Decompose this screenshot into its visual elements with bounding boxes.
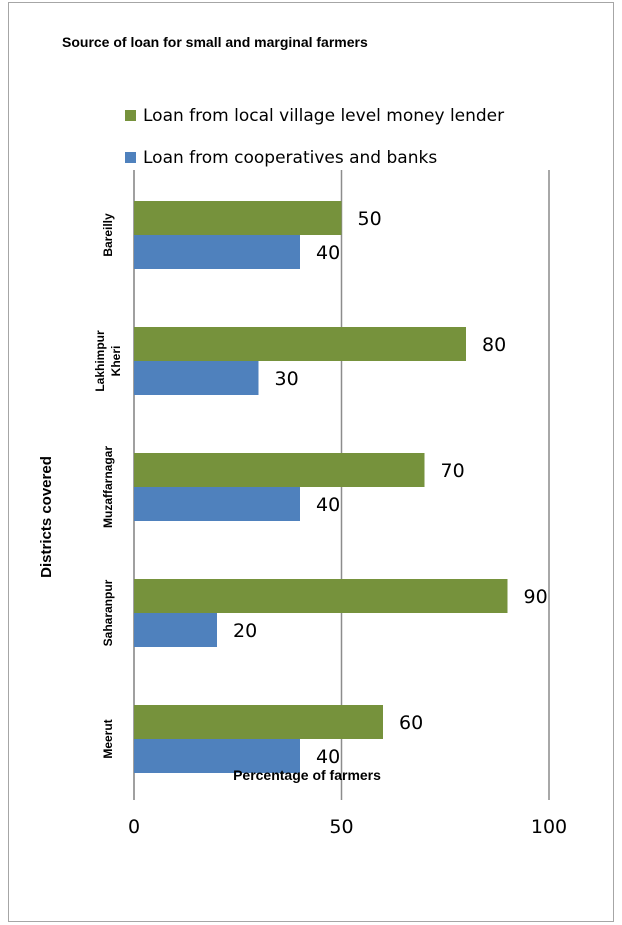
chart-title: Source of loan for small and marginal fa… xyxy=(62,34,368,50)
data-label-muzaffarnagar-series-1: 70 xyxy=(441,460,465,482)
bar-bareilly-series-2 xyxy=(134,235,300,269)
legend-label-2: Loan from cooperatives and banks xyxy=(143,148,437,168)
category-label-saharanpur: Saharanpur xyxy=(101,579,115,646)
bars xyxy=(134,201,508,773)
bar-lakhimpur-kheri-series-1 xyxy=(134,327,466,361)
bar-lakhimpur-kheri-series-2 xyxy=(134,361,259,395)
x-tick-labels: 0 50 100 xyxy=(128,816,567,838)
x-axis-title: Percentage of farmers xyxy=(233,767,381,783)
legend-swatch-1 xyxy=(125,110,136,121)
data-label-saharanpur-series-2: 20 xyxy=(233,620,257,642)
category-label-lakhimpur-kheri: Lakhimpur Kheri xyxy=(93,330,123,392)
data-labels: 50 40 80 30 70 40 90 20 60 40 xyxy=(233,208,548,768)
category-labels: Bareilly Lakhimpur Kheri Muzaffarnagar Sahar… xyxy=(93,213,123,759)
x-tick-50: 50 xyxy=(329,816,353,838)
category-label-muzaffarnagar: Muzaffarnagar xyxy=(101,446,115,528)
bar-meerut-series-1 xyxy=(134,705,383,739)
legend-swatch-2 xyxy=(125,152,136,163)
data-label-muzaffarnagar-series-2: 40 xyxy=(316,494,340,516)
legend: Loan from local village level money lend… xyxy=(125,106,504,168)
data-label-meerut-series-2: 40 xyxy=(316,746,340,768)
data-label-bareilly-series-2: 40 xyxy=(316,242,340,264)
bar-muzaffarnagar-series-1 xyxy=(134,453,425,487)
category-label-meerut: Meerut xyxy=(101,719,115,758)
bar-muzaffarnagar-series-2 xyxy=(134,487,300,521)
bar-bareilly-series-1 xyxy=(134,201,342,235)
data-label-bareilly-series-1: 50 xyxy=(358,208,382,230)
x-tick-100: 100 xyxy=(531,816,567,838)
legend-label-1: Loan from local village level money lend… xyxy=(143,106,504,126)
bar-meerut-series-2 xyxy=(134,739,300,773)
data-label-meerut-series-1: 60 xyxy=(399,712,423,734)
y-axis-title: Districts covered xyxy=(38,456,55,578)
data-label-lakhimpur-kheri-series-1: 80 xyxy=(482,334,506,356)
data-label-lakhimpur-kheri-series-2: 30 xyxy=(275,368,299,390)
category-label-bareilly: Bareilly xyxy=(101,213,115,257)
x-tick-0: 0 xyxy=(128,816,140,838)
data-label-saharanpur-series-1: 90 xyxy=(524,586,548,608)
bar-saharanpur-series-1 xyxy=(134,579,508,613)
bar-saharanpur-series-2 xyxy=(134,613,217,647)
